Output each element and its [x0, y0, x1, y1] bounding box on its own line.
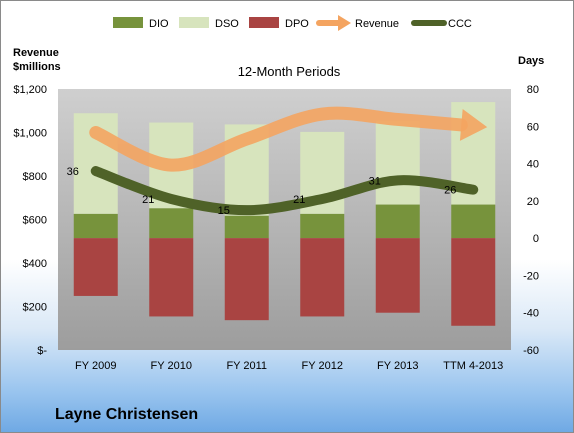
bar-dio — [375, 204, 420, 239]
bar-dpo — [224, 238, 269, 321]
legend-label-dio: DIO — [149, 18, 169, 30]
left-tick-label: $1,200 — [13, 84, 47, 96]
ccc-data-label: 21 — [293, 194, 305, 206]
ccc-data-label: 31 — [369, 175, 381, 187]
category-label: FY 2012 — [302, 360, 343, 372]
legend: DIO DSO DPO Revenue CCC — [113, 15, 472, 31]
revenue-arrowhead — [459, 109, 488, 141]
bar-dio — [224, 215, 269, 239]
right-axis-label: Days — [518, 55, 544, 67]
category-label: FY 2009 — [75, 360, 116, 372]
right-tick-label: 60 — [527, 121, 539, 133]
right-tick-label: -60 — [523, 345, 539, 357]
bar-dio — [73, 213, 118, 239]
ccc-data-label: 21 — [142, 194, 154, 206]
left-axis-label-line2: $millions — [13, 61, 61, 73]
category-label: FY 2010 — [151, 360, 192, 372]
ccc-data-label: 26 — [444, 185, 456, 197]
chart-title: 12-Month Periods — [238, 64, 341, 79]
ccc-line — [90, 166, 479, 216]
bar-dpo — [73, 238, 118, 296]
left-tick-label: $600 — [23, 215, 47, 227]
legend-label-ccc: CCC — [448, 18, 472, 30]
left-tick-label: $800 — [23, 171, 47, 183]
right-tick-label: 0 — [533, 233, 539, 245]
axes-layer: $- $200 $400 $600 $800 $1,000 $1,200 -60 -40 -20 0… — [13, 84, 539, 372]
left-tick-label: $- — [37, 345, 47, 357]
revenue-line — [89, 106, 468, 172]
bar-dso — [375, 120, 420, 205]
right-tick-label: 20 — [527, 196, 539, 208]
right-tick-label: -20 — [523, 270, 539, 282]
bar-dio — [300, 213, 345, 239]
bar-dpo — [300, 238, 345, 317]
bar-dio — [149, 208, 194, 239]
legend-swatch-revenue-arrow — [338, 15, 351, 31]
bar-dio — [451, 204, 496, 239]
bar-dpo — [149, 238, 194, 317]
left-tick-label: $1,000 — [13, 128, 47, 140]
plot-area — [58, 89, 511, 350]
legend-swatch-dio — [113, 17, 143, 28]
category-label: FY 2011 — [226, 360, 267, 372]
left-tick-label: $400 — [23, 258, 47, 270]
legend-label-dso: DSO — [215, 18, 239, 30]
legend-label-revenue: Revenue — [355, 18, 399, 30]
legend-swatch-dpo — [249, 17, 279, 28]
left-axis-label-line1: Revenue — [13, 47, 59, 59]
right-tick-label: 80 — [527, 84, 539, 96]
category-label: TTM 4-2013 — [443, 360, 503, 372]
ccc-data-label: 15 — [218, 205, 230, 217]
company-name: Layne Christensen — [55, 406, 199, 423]
right-tick-label: -40 — [523, 308, 539, 320]
lines-layer: 36 21 15 21 31 26 — [67, 106, 488, 217]
right-tick-label: 40 — [527, 159, 539, 171]
category-label: FY 2013 — [377, 360, 418, 372]
legend-swatch-dso — [179, 17, 209, 28]
left-tick-label: $200 — [23, 302, 47, 314]
legend-label-dpo: DPO — [285, 18, 309, 30]
ccc-data-label: 36 — [67, 166, 79, 178]
bar-dpo — [451, 238, 496, 326]
bar-dpo — [375, 238, 420, 313]
